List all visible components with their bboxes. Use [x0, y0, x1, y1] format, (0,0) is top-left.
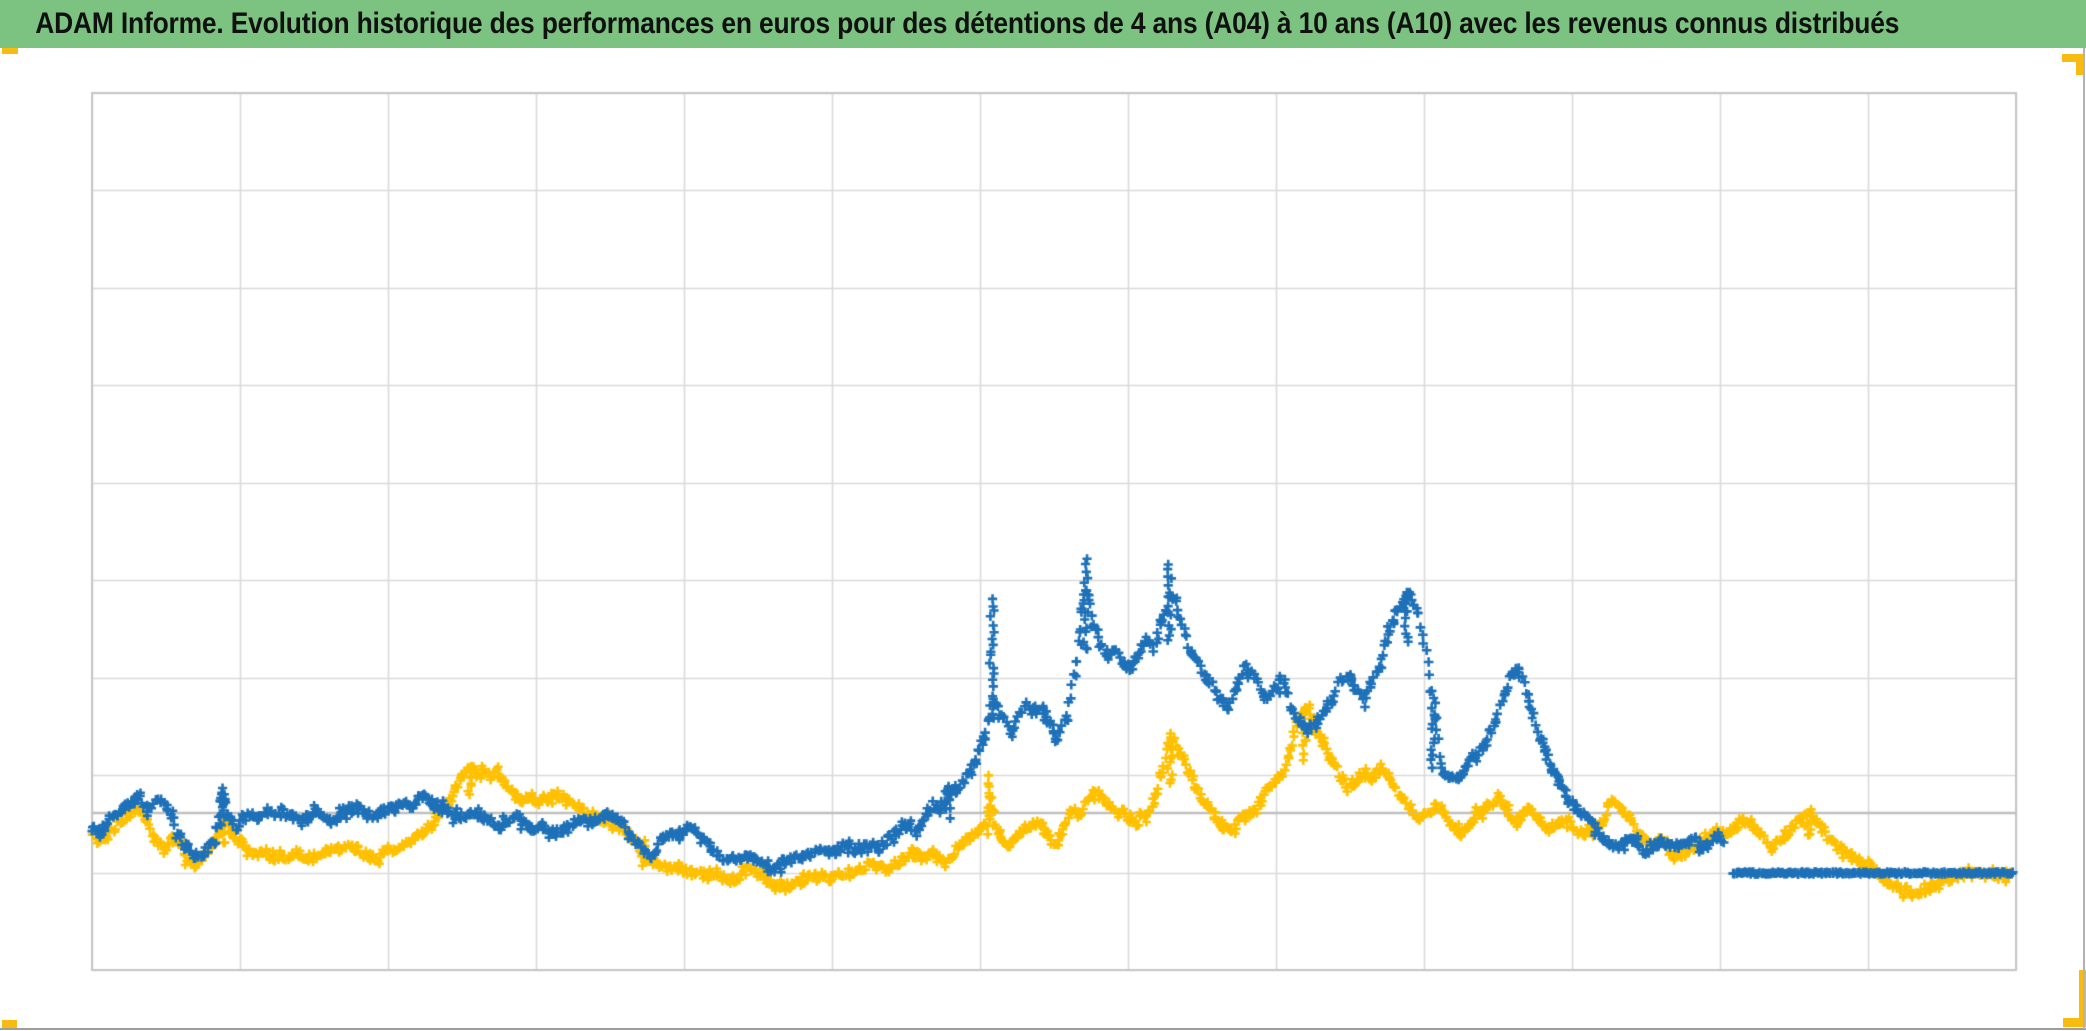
- report-page: ADAM Informe. Evolution historique des p…: [0, 0, 2086, 1031]
- performance-scatter-chart-canvas: [0, 0, 2086, 1031]
